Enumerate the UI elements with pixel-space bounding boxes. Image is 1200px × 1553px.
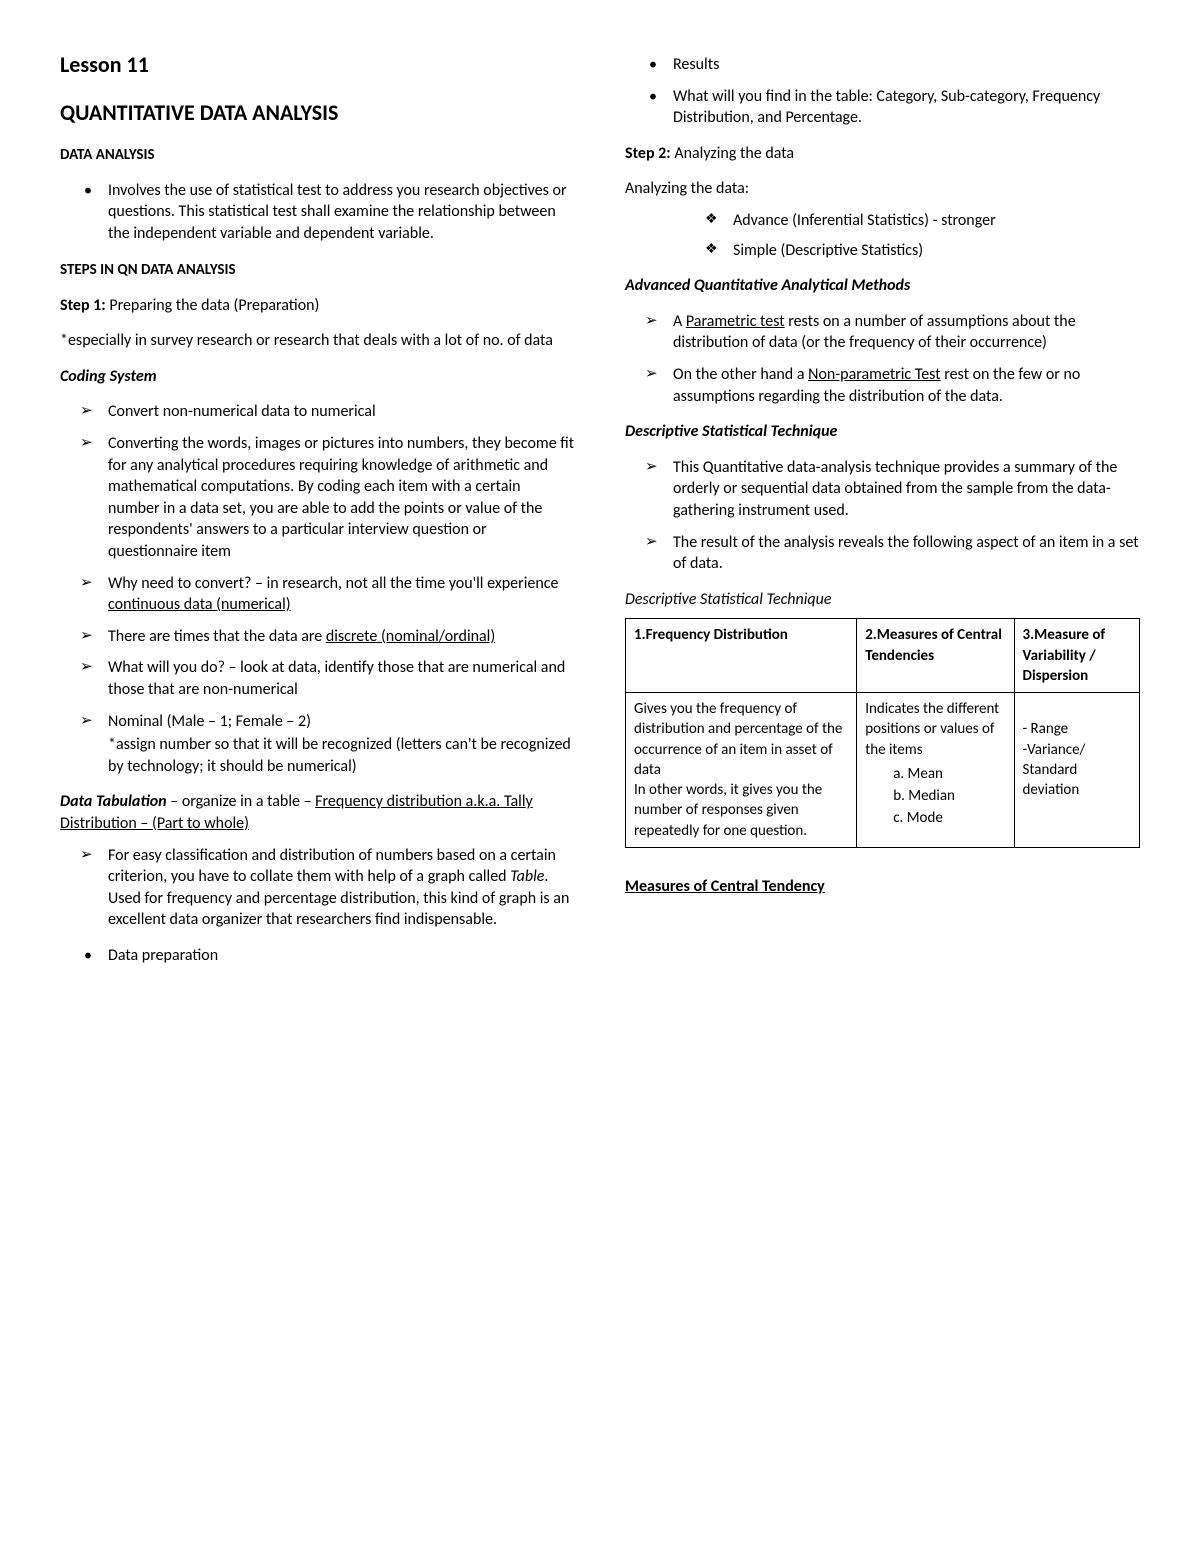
table-header: 3.Measure of Variability / Dispersion [1014,619,1139,693]
list-item: Convert non-numerical data to numerical [60,401,575,423]
page-title: QUANTITATIVE DATA ANALYSIS [60,98,575,128]
table-header-row: 1.Frequency Distribution 2.Measures of C… [626,619,1140,693]
top-bullet-list: Results What will you find in the table:… [625,54,1140,129]
list-item: This Quantitative data-analysis techniqu… [625,457,1140,522]
lesson-label: Lesson 11 [60,50,575,80]
list-item: A Parametric test rests on a number of a… [625,311,1140,354]
advanced-methods-list: A Parametric test rests on a number of a… [625,311,1140,407]
underlined-text: Non-parametric Test [808,365,940,384]
list-item: What will you do? – look at data, identi… [60,657,575,700]
list-item: Results [625,54,1140,76]
text: Indicates the different positions or val… [865,700,999,759]
table-cell: Gives you the frequency of distribution … [626,693,857,848]
list-item: What will you find in the table: Categor… [625,86,1140,129]
text: There are times that the data are [108,627,326,646]
table-cell: Indicates the different positions or val… [857,693,1014,848]
list-item: For easy classification and distribution… [60,845,575,931]
list-item: b. Median [893,786,1005,806]
text: Nominal (Male – 1; Female – 2) [108,712,311,731]
analyzing-type-list: Advance (Inferential Statistics) - stron… [705,210,1140,261]
table-word: Table [510,867,544,886]
list-item: There are times that the data are discre… [60,626,575,648]
coding-system-heading: Coding System [60,366,575,388]
text: Why need to convert? – in research, not … [108,574,558,593]
descriptive-table-caption: Descriptive Statistical Technique [625,589,1140,611]
data-analysis-heading: DATA ANALYSIS [60,145,575,165]
descriptive-technique-heading: Descriptive Statistical Technique [625,421,1140,443]
step-1-note: *especially in survey research or resear… [60,330,575,352]
text: For easy classification and distribution… [108,846,556,887]
list-item: Data preparation [60,945,575,967]
data-tabulation-label: Data Tabulation [60,792,167,811]
measures-central-tendency-heading: Measures of Central Tendency [625,876,1140,898]
table-header: 2.Measures of Central Tendencies [857,619,1014,693]
left-column: Lesson 11 QUANTITATIVE DATA ANALYSIS DAT… [60,50,575,981]
list-item: a. Mean [893,764,1005,784]
text: On the other hand a [673,365,808,384]
text: – organize in a table – [167,792,316,811]
data-tabulation-line: Data Tabulation – organize in a table – … [60,791,575,834]
list-item: Simple (Descriptive Statistics) [705,240,1140,262]
step-1-text: Preparing the data (Preparation) [106,296,320,315]
coding-list: Convert non-numerical data to numerical … [60,401,575,777]
steps-heading: STEPS IN QN DATA ANALYSIS [60,260,575,280]
central-tendency-letters: a. Mean b. Median c. Mode [893,764,1005,829]
list-item: Nominal (Male – 1; Female – 2) *assign n… [60,711,575,778]
analyzing-line: Analyzing the data: [625,178,1140,200]
table-row: Gives you the frequency of distribution … [626,693,1140,848]
advanced-methods-heading: Advanced Quantitative Analytical Methods [625,275,1140,297]
text: A [673,312,686,331]
list-item: c. Mode [893,808,1005,828]
nominal-note: *assign number so that it will be recogn… [108,734,575,777]
step-1-label: Step 1: [60,296,106,315]
two-column-layout: Lesson 11 QUANTITATIVE DATA ANALYSIS DAT… [60,50,1140,981]
underlined-text: continuous data (numerical) [108,595,291,614]
data-analysis-list: Involves the use of statistical test to … [60,180,575,245]
list-item: Why need to convert? – in research, not … [60,573,575,616]
table-cell: - Range -Variance/ Standard deviation [1014,693,1139,848]
step-2-label: Step 2: [625,144,671,163]
list-item: Involves the use of statistical test to … [60,180,575,245]
descriptive-technique-list: This Quantitative data-analysis techniqu… [625,457,1140,575]
data-tabulation-bullet-list: Data preparation [60,945,575,967]
right-column: Results What will you find in the table:… [625,50,1140,981]
list-item: Converting the words, images or pictures… [60,433,575,563]
list-item: The result of the analysis reveals the f… [625,532,1140,575]
table-header: 1.Frequency Distribution [626,619,857,693]
list-item: On the other hand a Non-parametric Test … [625,364,1140,407]
step-2-line: Step 2: Analyzing the data [625,143,1140,165]
descriptive-technique-table: 1.Frequency Distribution 2.Measures of C… [625,618,1140,848]
data-tabulation-arrow-list: For easy classification and distribution… [60,845,575,931]
underlined-text: discrete (nominal/ordinal) [326,627,495,646]
list-item: Advance (Inferential Statistics) - stron… [705,210,1140,232]
underlined-text: Parametric test [686,312,785,331]
step-1-line: Step 1: Preparing the data (Preparation) [60,295,575,317]
step-2-text: Analyzing the data [671,144,794,163]
